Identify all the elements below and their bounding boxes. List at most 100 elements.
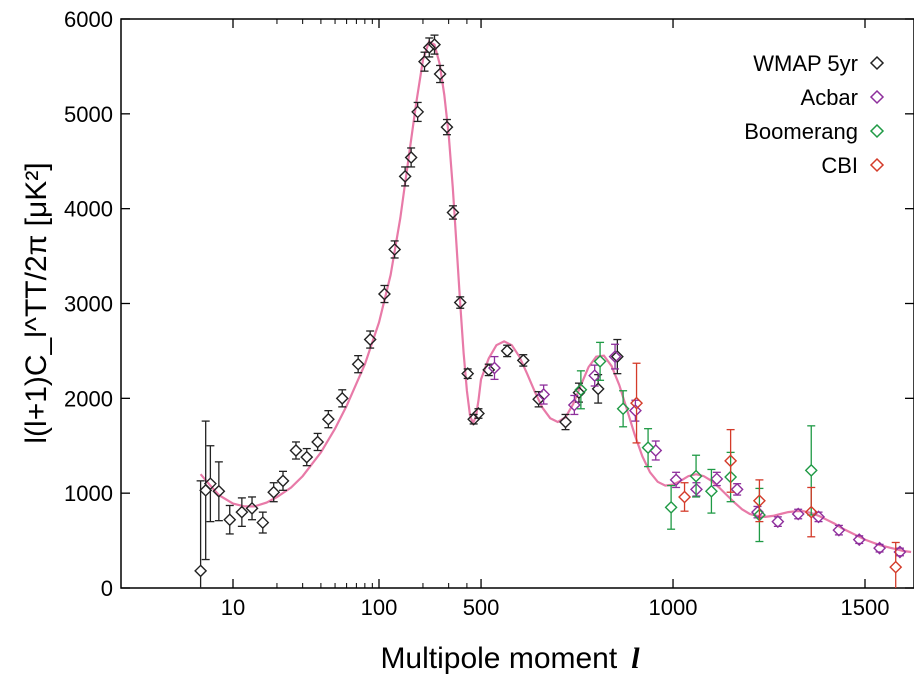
data-point: [730, 482, 744, 496]
y-tick-label: 5000: [64, 102, 113, 127]
data-point: [610, 338, 624, 375]
data-point: [559, 413, 573, 431]
data-point: [567, 394, 581, 416]
y-tick-label: 0: [101, 576, 113, 601]
x-axis-title: Multipole moment l: [380, 642, 640, 675]
legend-marker: [869, 123, 885, 139]
data-point: [649, 440, 663, 461]
series-cbi: [630, 362, 903, 588]
data-point: [689, 454, 703, 498]
legend-marker: [869, 55, 885, 71]
data-point: [276, 470, 290, 491]
x-tick-label: 500: [463, 595, 500, 620]
data-points: [194, 34, 907, 588]
data-point: [433, 64, 447, 84]
data-point: [289, 441, 303, 460]
legend-label: CBI: [821, 153, 858, 178]
data-point: [235, 497, 249, 528]
data-point: [771, 515, 785, 529]
data-point: [628, 399, 642, 422]
data-point: [471, 407, 485, 420]
data-point: [223, 504, 237, 535]
data-point: [203, 445, 217, 523]
y-tick-label: 1000: [64, 481, 113, 506]
data-point: [664, 484, 678, 530]
data-point: [574, 370, 588, 410]
data-point: [608, 343, 622, 370]
data-point: [363, 330, 377, 349]
legend-marker: [869, 89, 885, 105]
data-point: [804, 486, 818, 538]
data-point: [710, 471, 724, 487]
data-point: [630, 362, 644, 444]
data-point: [669, 471, 683, 489]
data-point: [889, 541, 903, 588]
y-tick-label: 6000: [64, 7, 113, 32]
data-point: [537, 384, 551, 405]
data-point: [440, 118, 454, 136]
data-point: [404, 147, 418, 168]
plot-frame: [120, 18, 914, 589]
legend-entry: Acbar: [801, 85, 885, 110]
x-tick-label: 100: [361, 595, 398, 620]
data-point: [832, 523, 846, 537]
y-tick-label: 2000: [64, 386, 113, 411]
data-point: [752, 479, 766, 523]
y-axis-title: l(l+1)C_l^TT/2π [μK²]: [20, 162, 53, 443]
data-point: [300, 447, 314, 467]
legend: WMAP 5yr Acbar Boomerang CBI: [744, 51, 885, 178]
data-point: [641, 428, 655, 468]
data-point: [482, 363, 496, 377]
data-point: [724, 428, 738, 493]
y-axis-tick-labels: 0 1000 2000 3000 4000 5000 6000: [64, 7, 113, 601]
data-point: [267, 482, 281, 503]
data-point: [245, 496, 259, 521]
data-point: [591, 373, 605, 404]
data-point: [588, 364, 602, 387]
data-point: [199, 420, 213, 561]
data-point: [453, 296, 467, 310]
series-boomerang: [574, 341, 818, 543]
y-tick-label: 4000: [64, 197, 113, 222]
series-acbar: [487, 343, 907, 559]
x-tick-label: 1500: [841, 595, 890, 620]
data-point: [388, 240, 402, 259]
legend-label: WMAP 5yr: [753, 51, 858, 76]
data-point: [616, 390, 630, 428]
legend-label: Acbar: [801, 85, 858, 110]
legend-entry: WMAP 5yr: [753, 51, 885, 76]
data-point: [351, 355, 365, 374]
axis-ticks: [121, 18, 914, 589]
series-wmap-5yr: [194, 34, 624, 588]
data-point: [500, 344, 514, 358]
data-point: [422, 37, 436, 58]
data-point: [377, 284, 391, 304]
data-point: [873, 541, 887, 555]
data-point: [411, 101, 425, 123]
legend-entry: CBI: [821, 153, 885, 178]
data-point: [311, 432, 325, 452]
data-point: [487, 355, 501, 381]
data-point: [461, 367, 475, 381]
data-point: [321, 410, 335, 429]
data-point: [516, 353, 530, 367]
data-point: [212, 461, 226, 522]
y-tick-label: 3000: [64, 292, 113, 317]
legend-entry: Boomerang: [744, 119, 885, 144]
x-tick-label: 10: [221, 595, 245, 620]
data-point: [418, 51, 432, 72]
data-point: [428, 34, 442, 55]
x-tick-label: 1000: [649, 595, 698, 620]
data-point: [398, 166, 412, 187]
data-point: [256, 511, 270, 534]
data-point: [194, 480, 208, 588]
data-point: [678, 482, 692, 512]
data-point: [593, 341, 607, 381]
data-point: [446, 205, 460, 220]
data-point: [791, 507, 805, 521]
data-point: [335, 389, 349, 408]
x-axis-tick-labels: 10 100 500 1000 1500: [221, 595, 890, 620]
legend-label: Boomerang: [744, 119, 858, 144]
data-point: [852, 533, 866, 547]
